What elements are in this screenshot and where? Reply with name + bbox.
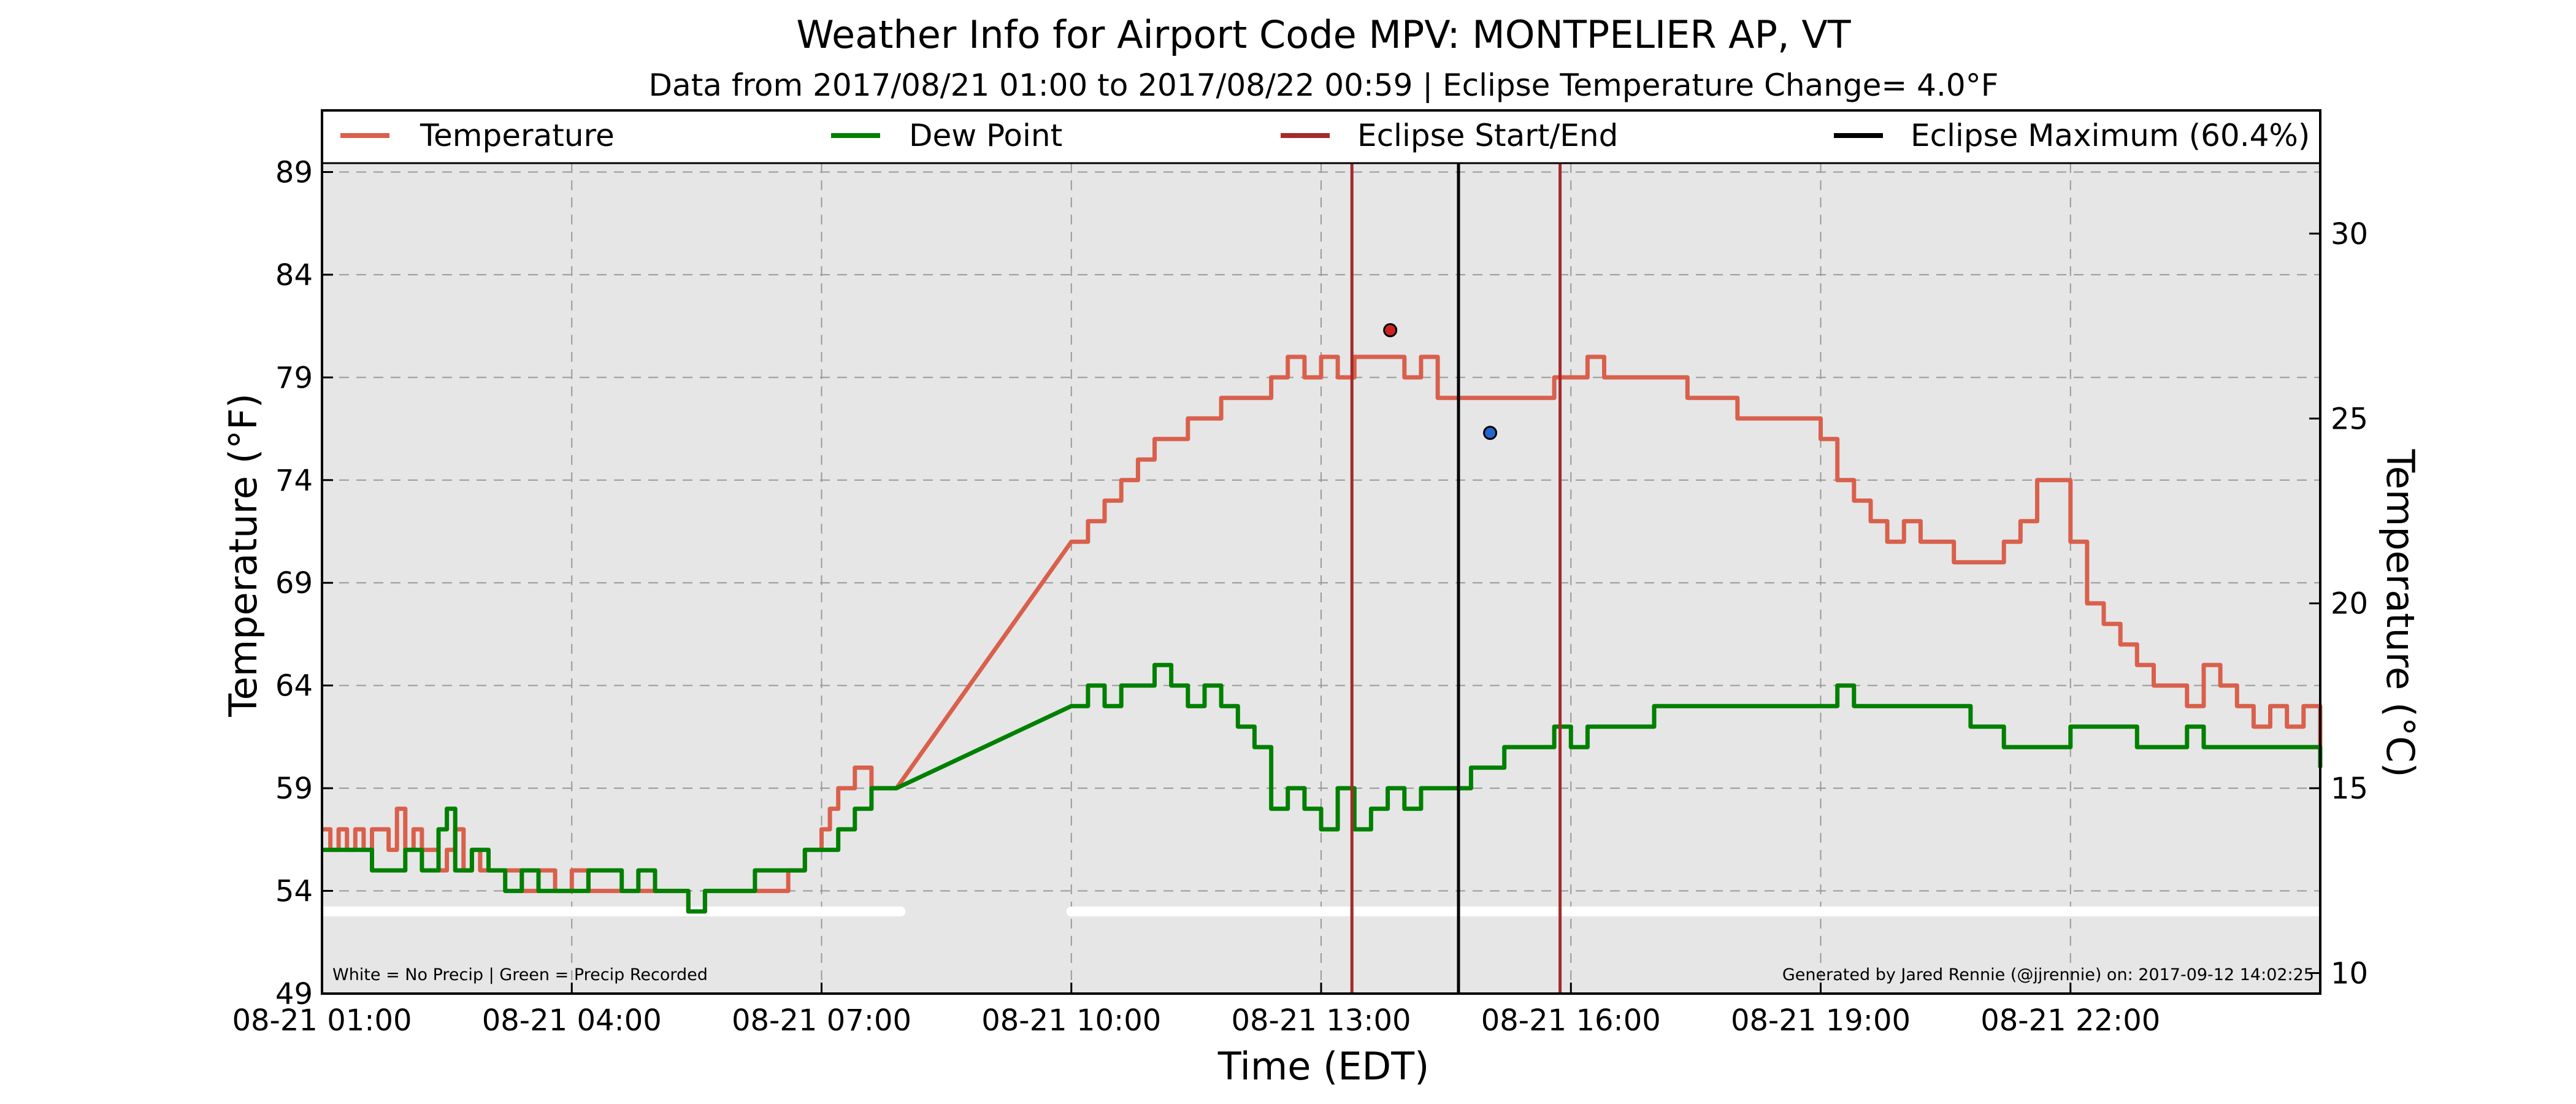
grid-lines bbox=[322, 163, 2320, 994]
y-tick-label-left: 89 bbox=[275, 155, 313, 190]
y-tick-label-left: 69 bbox=[275, 566, 313, 600]
x-tick-label: 08-21 16:00 bbox=[1481, 1003, 1661, 1038]
temperature-marker bbox=[1383, 323, 1398, 337]
x-tick-label: 08-21 22:00 bbox=[1980, 1003, 2160, 1038]
temperature-marker bbox=[1483, 426, 1498, 440]
y-tick-label-right: 20 bbox=[2331, 587, 2368, 621]
eclipse-lines bbox=[1350, 163, 1562, 994]
legend-label-eclipse-start-end: Eclipse Start/End bbox=[1357, 118, 1618, 153]
y-tick-label-left: 64 bbox=[275, 669, 313, 703]
legend-label-eclipse-maximum: Eclipse Maximum (60.4%) bbox=[1911, 118, 2310, 153]
legend-box: Temperature Dew Point Eclipse Start/End … bbox=[321, 109, 2321, 164]
y-tick-label-right: 25 bbox=[2331, 402, 2368, 436]
plot-background bbox=[322, 110, 2320, 994]
x-tick-label: 08-21 07:00 bbox=[732, 1003, 911, 1038]
eclipse-markers bbox=[1383, 323, 1498, 440]
y-tick-label-left: 49 bbox=[275, 977, 313, 1011]
legend-label-dew-point: Dew Point bbox=[909, 118, 1062, 153]
y-tick-label-left: 74 bbox=[275, 464, 313, 498]
chart-subtitle: Data from 2017/08/21 01:00 to 2017/08/22… bbox=[649, 67, 1999, 103]
x-tick-label: 08-21 01:00 bbox=[232, 1003, 412, 1038]
x-axis-label: Time (EDT) bbox=[1217, 1044, 1430, 1089]
chart-title: Weather Info for Airport Code MPV: MONTP… bbox=[796, 12, 1851, 57]
y-tick-label-right: 15 bbox=[2331, 772, 2368, 806]
y-tick-label-left: 79 bbox=[275, 361, 313, 395]
y-tick-label-left: 84 bbox=[275, 258, 313, 293]
y-axis-label-left: Temperature (°F) bbox=[221, 393, 266, 717]
x-tick-label: 08-21 13:00 bbox=[1231, 1003, 1411, 1038]
y-tick-label-left: 54 bbox=[275, 875, 313, 909]
y-tick-label-left: 59 bbox=[275, 772, 313, 806]
footnote-precip-legend: White = No Precip | Green = Precip Recor… bbox=[332, 965, 708, 984]
legend-label-temperature: Temperature bbox=[420, 118, 615, 153]
x-tick-label: 08-21 04:00 bbox=[482, 1003, 662, 1038]
y-tick-label-right: 10 bbox=[2331, 957, 2368, 991]
y-axis-label-right: Temperature (°C) bbox=[2378, 448, 2423, 777]
x-tick-label: 08-21 19:00 bbox=[1731, 1003, 1911, 1038]
series-line-dew-point bbox=[322, 662, 2323, 914]
series-lines bbox=[322, 355, 2323, 914]
footnote-credit: Generated by Jared Rennie (@jjrennie) on… bbox=[1782, 965, 2314, 984]
y-tick-label-right: 30 bbox=[2331, 217, 2368, 251]
x-tick-label: 08-21 10:00 bbox=[981, 1003, 1161, 1038]
axis-ticks: 08-21 01:00 08-21 04:00 08-21 07:00 08-21 1… bbox=[232, 155, 2368, 1038]
